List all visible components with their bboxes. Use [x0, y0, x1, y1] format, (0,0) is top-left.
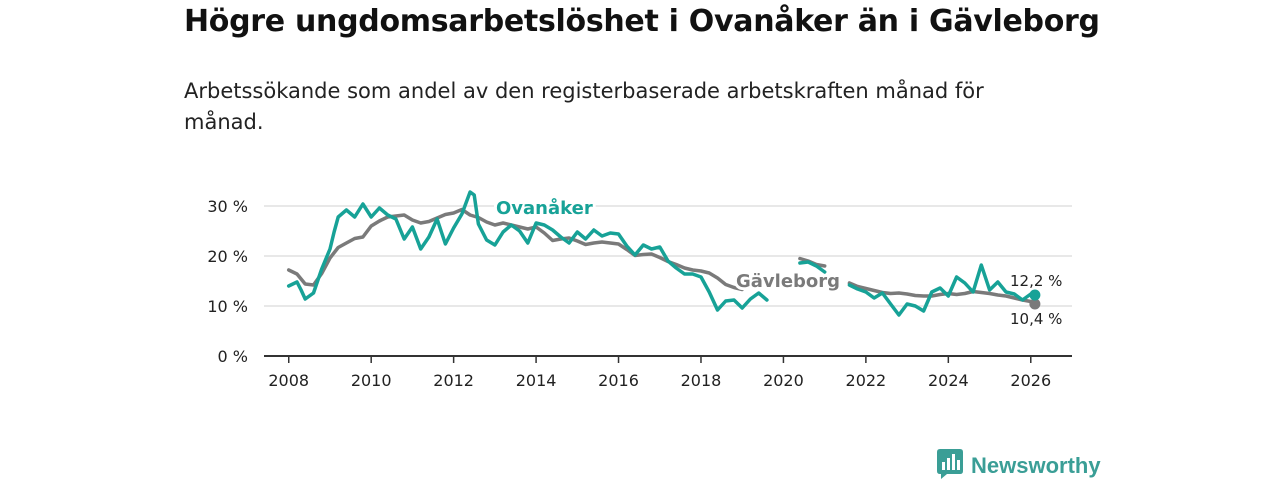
x-axis: 2008 2010 2012 2014 2016 2018 2020 2022 2024 2026 [264, 355, 1072, 390]
series-line-gävleborg [286, 207, 744, 292]
x-tick-label: 2018 [681, 371, 722, 390]
end-label-ovanaker: 12,2 % [1010, 272, 1062, 290]
x-tick-label: 2010 [351, 371, 392, 390]
series-line-ovanåker [847, 263, 1037, 317]
y-tick-label: 10 % [207, 297, 248, 316]
newsworthy-logo-icon [937, 449, 963, 483]
series-line-ovanåker [286, 190, 769, 312]
series-lines [286, 190, 1041, 317]
end-point-gävleborg [1029, 298, 1041, 310]
end-point-ovanåker [1029, 289, 1041, 301]
y-tick-label: 30 % [207, 197, 248, 216]
x-tick-label: 2020 [763, 371, 804, 390]
brand-name: Newsworthy [971, 453, 1101, 478]
series-line-ovanåker [798, 260, 827, 274]
x-tick-label: 2008 [268, 371, 309, 390]
end-label-gavleborg: 10,4 % [1010, 310, 1062, 328]
chart-subtitle: Arbetssökande som andel av den registerb… [184, 79, 984, 134]
y-axis: 0 % 10 % 20 % 30 % [207, 197, 248, 366]
x-tick-label: 2024 [928, 371, 969, 390]
x-tick-label: 2022 [846, 371, 887, 390]
y-tick-label: 20 % [207, 247, 248, 266]
x-tick-label: 2012 [433, 371, 474, 390]
x-tick-label: 2026 [1010, 371, 1051, 390]
x-tick-label: 2014 [516, 371, 557, 390]
series-label-ovanaker: Ovanåker [496, 197, 593, 219]
x-tick-label: 2016 [598, 371, 639, 390]
y-tick-label: 0 % [218, 347, 248, 366]
newsworthy-brand: Newsworthy [937, 449, 1101, 483]
series-label-gavleborg: Gävleborg [736, 271, 840, 292]
grid-lines [264, 205, 1072, 307]
chart-title: Högre ungdomsarbetslöshet i Ovanåker än … [184, 4, 1100, 39]
series-labels: Gävleborg Ovanåker 12,2 % 10,4 % [493, 194, 1062, 328]
